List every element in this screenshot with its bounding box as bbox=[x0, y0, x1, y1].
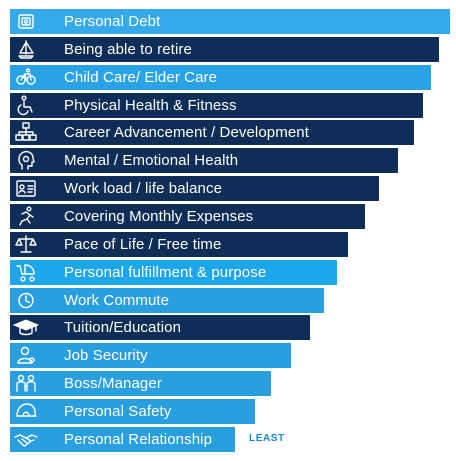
bar-label: Work load / life balance bbox=[64, 180, 223, 197]
user-badge-icon bbox=[10, 343, 42, 368]
bar-personal-debt bbox=[10, 9, 450, 34]
bar-label: Child Care/ Elder Care bbox=[64, 69, 218, 86]
bar-label: Mental / Emotional Health bbox=[64, 152, 239, 169]
least-annotation: LEAST bbox=[249, 433, 285, 444]
bar-personal-fulfillment-purpose bbox=[10, 260, 337, 285]
bar-being-able-to-retire bbox=[10, 37, 439, 62]
bar-label: Tuition/Education bbox=[64, 319, 182, 336]
bar-label: Covering Monthly Expenses bbox=[64, 208, 254, 225]
graduation-cap-icon bbox=[10, 315, 42, 340]
bar-label: Personal fulfillment & purpose bbox=[64, 264, 267, 281]
org-chart-icon bbox=[10, 120, 42, 145]
balance-scale-icon bbox=[10, 232, 42, 257]
bar-pace-of-life-free-time bbox=[10, 232, 348, 257]
bar-label: Job Security bbox=[64, 347, 148, 364]
bar-boss-manager bbox=[10, 371, 271, 396]
wallet-icon bbox=[10, 9, 42, 34]
clock-icon bbox=[10, 288, 42, 313]
manager-team-icon bbox=[10, 371, 42, 396]
bar-label: Boss/Manager bbox=[64, 375, 162, 392]
handshake-icon bbox=[10, 427, 42, 452]
bar-job-security bbox=[10, 343, 291, 368]
bar-label: Career Advancement / Development bbox=[64, 124, 309, 141]
stroller-icon bbox=[10, 260, 42, 285]
bar-work-commute bbox=[10, 288, 324, 313]
bar-personal-safety bbox=[10, 399, 255, 424]
family-icon bbox=[10, 65, 42, 90]
bar-mental-emotional-health bbox=[10, 148, 398, 173]
head-gear-icon bbox=[10, 148, 42, 173]
bar-physical-health-fitness bbox=[10, 93, 423, 118]
bar-tuition-education bbox=[10, 315, 310, 340]
sailboat-icon bbox=[10, 37, 42, 62]
bar-label: Physical Health & Fitness bbox=[64, 97, 237, 114]
bar-personal-relationship bbox=[10, 427, 235, 452]
bar-label: Personal Safety bbox=[64, 403, 172, 420]
wheelchair-icon bbox=[10, 93, 42, 118]
bar-label: Personal Relationship bbox=[64, 431, 213, 448]
bar-covering-monthly-expenses bbox=[10, 204, 365, 229]
safety-helmet-icon bbox=[10, 399, 42, 424]
bar-work-load-life-balance bbox=[10, 176, 379, 201]
bar-career-advancement-development bbox=[10, 120, 414, 145]
bar-label: Being able to retire bbox=[64, 41, 192, 58]
bar-label: Work Commute bbox=[64, 292, 170, 309]
bar-child-care-elder-care bbox=[10, 65, 431, 90]
bar-label: Pace of Life / Free time bbox=[64, 236, 222, 253]
id-card-icon bbox=[10, 176, 42, 201]
running-person-icon bbox=[10, 204, 42, 229]
bar-label: Personal Debt bbox=[64, 13, 161, 30]
